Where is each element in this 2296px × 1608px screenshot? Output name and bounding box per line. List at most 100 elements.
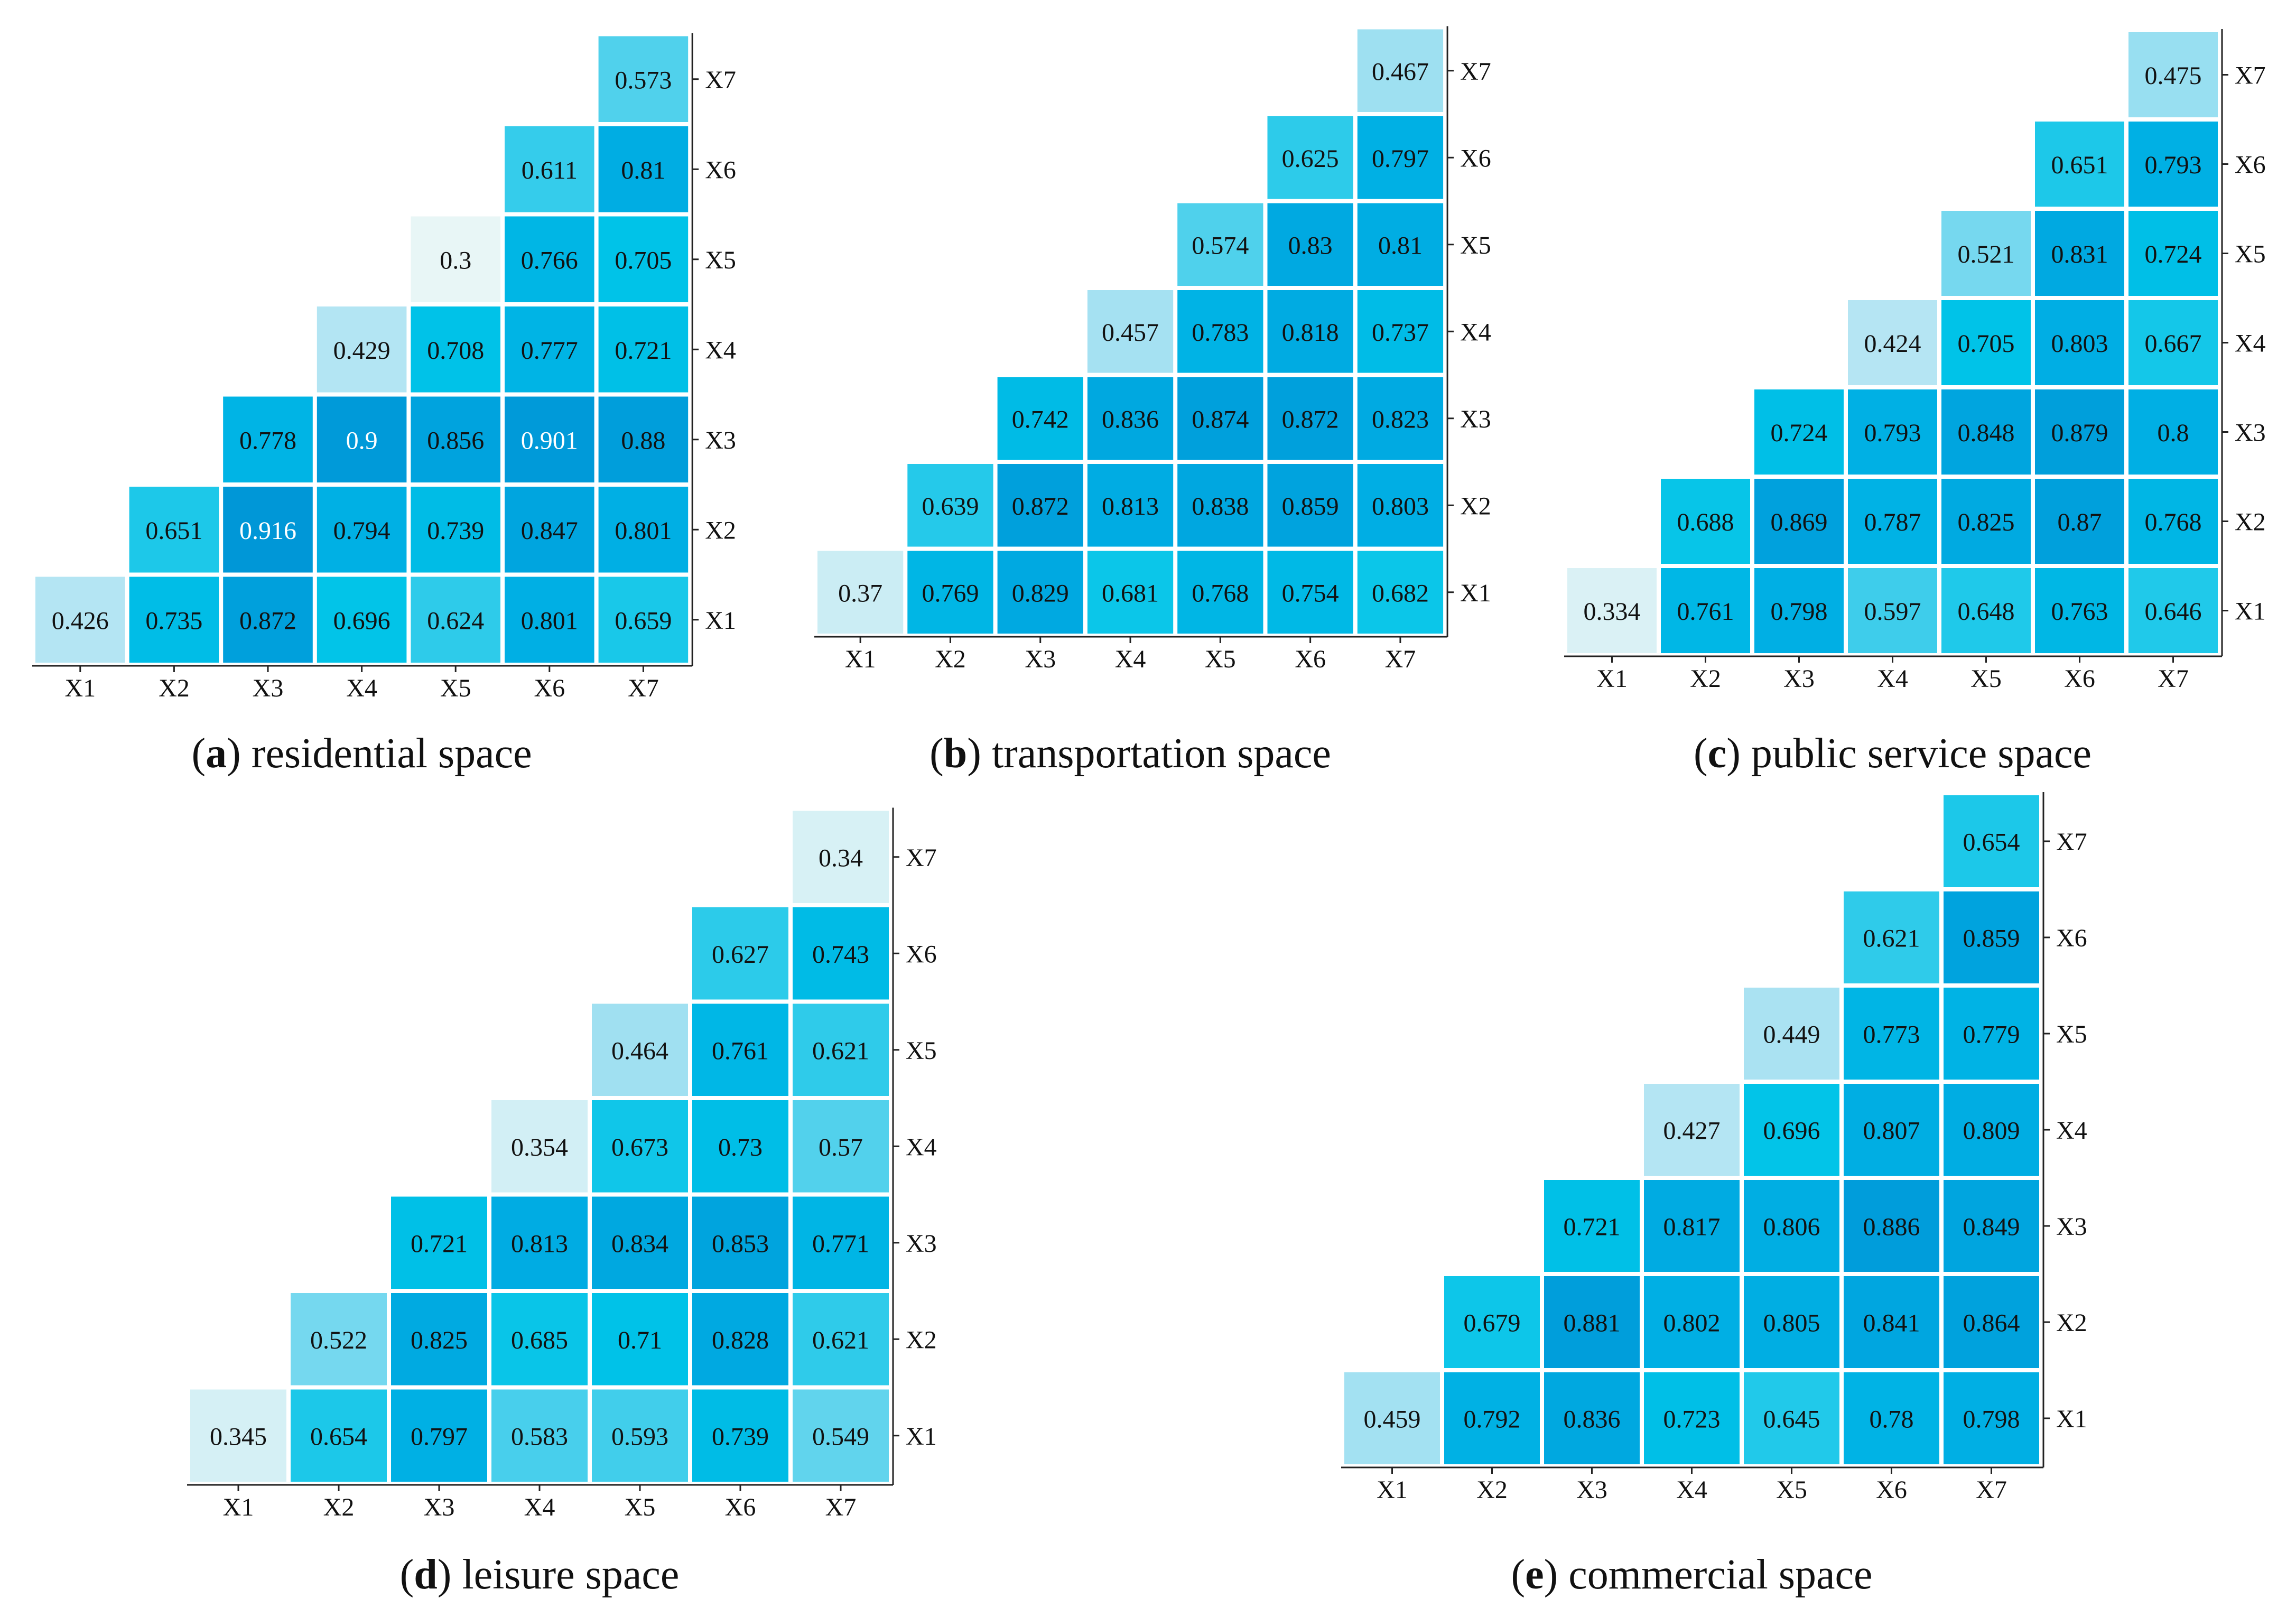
cell-value-label: 0.624 (427, 607, 484, 635)
cell-value-label: 0.593 (611, 1423, 668, 1451)
heatmap-cell (411, 306, 500, 393)
heatmap-cell (1844, 1276, 1939, 1368)
x-tick-label: X7 (1385, 645, 1416, 673)
cell-value-label: 0.696 (333, 607, 391, 635)
heatmap-panel-d: 0.345 0.654 0.797 0.583 0.593 0.739 0.549 0.522… (187, 807, 937, 1598)
heatmap-cell (2128, 479, 2218, 564)
heatmap-cell (1944, 1372, 2039, 1464)
heatmap-cell (1744, 1084, 1839, 1176)
cell-value-label: 0.659 (615, 607, 672, 635)
cell-value-label: 0.838 (1192, 492, 1249, 520)
heatmap-cell (1941, 211, 2031, 296)
y-tick-label: X7 (2235, 62, 2266, 90)
y-tick-label: X7 (2056, 828, 2087, 856)
heatmap-cell (1944, 891, 2039, 983)
cell-value-label: 0.777 (521, 337, 578, 365)
cell-value-label: 0.739 (712, 1423, 769, 1451)
heatmap-cell (1744, 988, 1839, 1080)
cell-value-label: 0.792 (1464, 1406, 1521, 1434)
cell-value-label: 0.794 (333, 517, 391, 545)
heatmap-cell (598, 577, 689, 663)
heatmap-cell (2128, 389, 2218, 475)
y-tick-label: X6 (2235, 151, 2266, 179)
heatmap-cell (1344, 1372, 1440, 1464)
heatmap-cell (1444, 1372, 1540, 1464)
y-tick-label: X2 (1460, 492, 1491, 520)
x-tick-label: X7 (2158, 665, 2189, 693)
heatmap-cell (1177, 464, 1263, 547)
cell-value-label: 0.345 (210, 1423, 267, 1451)
heatmap-cell (2035, 568, 2124, 653)
heatmap-cell (692, 907, 788, 1000)
cell-value-label: 0.3 (440, 246, 471, 274)
y-tick-label: X2 (2235, 508, 2266, 536)
heatmap-panel-a: 0.426 0.735 0.872 0.696 0.624 0.801 0.659 0.651… (32, 33, 736, 777)
cell-value-label: 0.449 (1763, 1021, 1820, 1049)
heatmap-cell (491, 1196, 588, 1289)
cell-value-label: 0.802 (1663, 1309, 1721, 1337)
x-tick-label: X4 (1676, 1476, 1707, 1504)
heatmap-cell (598, 306, 689, 393)
cell-value-label: 0.761 (1677, 598, 1734, 626)
cell-value-label: 0.573 (615, 66, 672, 94)
heatmap-cell (391, 1196, 487, 1289)
cell-value-label: 0.797 (411, 1423, 468, 1451)
cell-value-label: 0.739 (427, 517, 484, 545)
heatmap-cell (1744, 1372, 1839, 1464)
y-tick-label: X2 (906, 1326, 937, 1354)
heatmap-cell (317, 306, 407, 393)
cell-value-label: 0.705 (1958, 330, 2015, 358)
cell-value-label: 0.627 (712, 941, 769, 969)
cell-value-label: 0.872 (1012, 492, 1069, 520)
heatmap-cell (1941, 479, 2031, 564)
cell-value-label: 0.459 (1364, 1406, 1421, 1434)
heatmap-cell (391, 1293, 487, 1386)
heatmap-cell (1754, 389, 1844, 475)
y-tick-label: X4 (2056, 1117, 2087, 1145)
heatmap-cell (598, 216, 689, 302)
cell-value-label: 0.881 (1564, 1309, 1621, 1337)
cell-value-label: 0.696 (1763, 1117, 1820, 1145)
heatmap-cell (2128, 568, 2218, 653)
cell-value-label: 0.549 (812, 1423, 869, 1451)
heatmap-cell (411, 577, 500, 663)
heatmap-cell (1848, 389, 1937, 475)
cell-value-label: 0.723 (1663, 1406, 1721, 1434)
heatmap-cell (793, 1196, 889, 1289)
cell-value-label: 0.88 (621, 426, 665, 454)
panel-caption: (e) commercial space (1511, 1551, 1872, 1598)
heatmap-cell (505, 306, 594, 393)
heatmap-cell (1267, 116, 1353, 199)
y-tick-label: X1 (1460, 579, 1491, 607)
cell-value-label: 0.829 (1012, 579, 1069, 607)
heatmap-cell (223, 487, 313, 573)
cell-value-label: 0.651 (145, 517, 202, 545)
cell-value-label: 0.708 (427, 337, 484, 365)
cell-value-label: 0.682 (1372, 579, 1429, 607)
x-tick-label: X4 (1115, 645, 1146, 673)
heatmap-cell (1941, 389, 2031, 475)
cell-value-label: 0.464 (611, 1037, 668, 1065)
heatmap-cell (1944, 1276, 2039, 1368)
cell-value-label: 0.681 (1102, 579, 1159, 607)
heatmap-cell (793, 1293, 889, 1386)
x-tick-label: X5 (1970, 665, 2002, 693)
heatmap-cell (1744, 1180, 1839, 1272)
cell-value-label: 0.611 (522, 156, 578, 184)
heatmap-cell (1848, 300, 1937, 385)
x-tick-label: X5 (625, 1493, 656, 1521)
heatmap-cell (2128, 122, 2218, 207)
heatmap-cell (793, 811, 889, 903)
cell-value-label: 0.78 (1870, 1406, 1914, 1434)
heatmap-cell (1844, 891, 1939, 983)
panel-caption: (d) leisure space (400, 1551, 680, 1598)
cell-value-label: 0.426 (52, 607, 109, 635)
y-tick-label: X7 (1460, 58, 1491, 86)
heatmap-cell (997, 464, 1083, 547)
heatmap-cell (1357, 29, 1444, 112)
heatmap-cell (491, 1389, 588, 1482)
heatmap-cell (2128, 32, 2218, 117)
x-tick-label: X4 (1877, 665, 1908, 693)
cell-value-label: 0.457 (1102, 319, 1159, 347)
